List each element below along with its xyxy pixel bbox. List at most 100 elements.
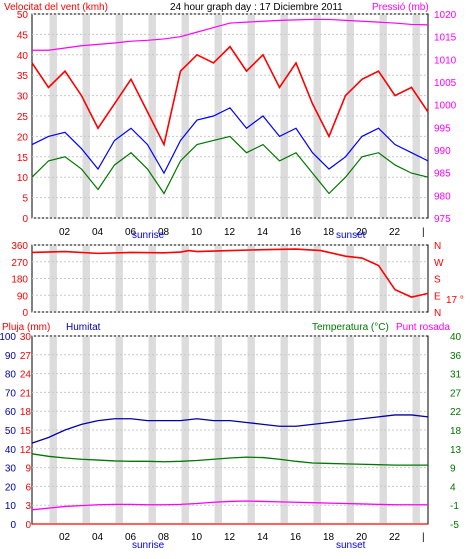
- pressure-y-tick-label: 1000: [434, 101, 457, 112]
- wind-y-tick-label: 5: [22, 194, 28, 205]
- hour-band: [247, 337, 255, 523]
- compass-label: N: [434, 308, 441, 319]
- bottom-x-tick-label: 02: [59, 532, 71, 543]
- dewpoint-series-line: [31, 500, 428, 511]
- gust-series-line: [31, 45, 429, 147]
- rain-y-tick-label: 3: [25, 501, 31, 512]
- hour-band: [346, 15, 354, 217]
- hour-band: [82, 337, 90, 523]
- temperature-axis-title: Temperatura (°C): [312, 322, 389, 333]
- bottom-x-tick-label: 06: [125, 532, 137, 543]
- top-x-tick-label: 10: [191, 227, 203, 238]
- rain-y-tick-label: 21: [20, 388, 32, 399]
- bottom-x-tick-label: 14: [257, 532, 269, 543]
- wind-y-tick-label: 25: [17, 112, 29, 123]
- compass-label: W: [434, 258, 444, 269]
- rain-axis-title: Pluja (mm): [2, 322, 50, 333]
- rain-y-tick-label: 6: [25, 482, 31, 493]
- humidity-series-line: [31, 414, 429, 444]
- humidity-y-tick-label: 90: [5, 351, 17, 362]
- pressure-series-line: [32, 18, 429, 51]
- pressure-y-tick-label: 1005: [434, 78, 457, 89]
- top-x-tick-label: 08: [158, 227, 170, 238]
- top-x-tick-label: 02: [59, 227, 71, 238]
- humidity-y-tick-label: 10: [5, 501, 17, 512]
- hour-band: [115, 15, 123, 217]
- temperature-series-line: [31, 453, 428, 466]
- temp-y-tick-label: -5: [450, 520, 459, 531]
- direction-series-line: [31, 248, 429, 298]
- avg-series-line: [31, 107, 429, 175]
- temp-y-tick-label: 22: [450, 407, 462, 418]
- top-x-tick-label: 16: [290, 227, 302, 238]
- top-x-tick-label: 18: [323, 227, 335, 238]
- dewpoint-axis-title: Punt rosada: [396, 322, 450, 333]
- bottom-x-tick-label: 20: [356, 532, 368, 543]
- pressure-y-tick-label: 1020: [434, 10, 457, 21]
- rain-y-tick-label: 0: [25, 520, 31, 531]
- temp-y-tick-label: 13: [450, 445, 462, 456]
- bottom-x-tick-label: 16: [290, 532, 302, 543]
- bottom-x-tick-label: 18: [323, 532, 335, 543]
- compass-label: N: [434, 241, 441, 252]
- bottom-x-tick-label: 22: [389, 532, 401, 543]
- sunrise-label-top: sunrise: [132, 230, 165, 241]
- rain-y-tick-label: 30: [20, 332, 32, 343]
- hour-band: [214, 337, 222, 523]
- pressure-y-tick-label: 985: [434, 169, 451, 180]
- chart-title: 24 hour graph day : 17 Diciembre 2011: [170, 2, 343, 13]
- temp-y-tick-label: 36: [450, 351, 462, 362]
- temp-y-tick-label: 18: [450, 426, 462, 437]
- wind-y-tick-label: 20: [17, 132, 29, 143]
- top-x-tick-label: |: [422, 227, 425, 238]
- direction-y-tick-label: 0: [22, 308, 28, 319]
- pressure-y-tick-label: 980: [434, 191, 451, 202]
- temp-y-tick-label: 31: [450, 370, 462, 381]
- top-x-tick-label: 20: [356, 227, 368, 238]
- temp-y-tick-label: 4: [450, 482, 456, 493]
- bottom-x-tick-label: |: [422, 532, 425, 543]
- hour-band: [346, 246, 354, 311]
- bottom-x-tick-label: 04: [92, 532, 104, 543]
- wind-y-tick-label: 0: [22, 214, 28, 225]
- temp-y-tick-label: 9: [450, 464, 456, 475]
- wind-y-tick-label: 50: [17, 10, 29, 21]
- rain-y-tick-label: 9: [25, 464, 31, 475]
- wind-y-tick-label: 15: [17, 153, 29, 164]
- hour-band: [247, 246, 255, 311]
- pressure-y-tick-label: 995: [434, 123, 451, 134]
- sunset-label-bottom: sunset: [336, 540, 366, 551]
- wind-y-tick-label: 30: [17, 92, 29, 103]
- rain-y-tick-label: 18: [20, 407, 32, 418]
- hour-band: [346, 337, 354, 523]
- current-direction-label: 17 °: [446, 295, 464, 306]
- hour-band: [379, 337, 387, 523]
- humidity-y-tick-label: 0: [10, 520, 16, 531]
- wind-y-tick-label: 10: [17, 173, 29, 184]
- wind-y-tick-label: 40: [17, 51, 29, 62]
- pressure-y-tick-label: 975: [434, 214, 451, 225]
- humidity-y-tick-label: 100: [0, 332, 16, 343]
- hour-band: [379, 15, 387, 217]
- wind-series-line: [31, 135, 429, 195]
- rain-y-tick-label: 15: [20, 426, 32, 437]
- temp-y-tick-label: -1: [450, 501, 459, 512]
- humidity-y-tick-label: 60: [5, 407, 17, 418]
- temp-y-tick-label: 27: [450, 388, 462, 399]
- hour-band: [115, 337, 123, 523]
- hour-band: [214, 15, 222, 217]
- hour-band: [379, 246, 387, 311]
- rain-y-tick-label: 27: [20, 351, 32, 362]
- hour-band: [115, 246, 123, 311]
- top-x-tick-label: 06: [125, 227, 137, 238]
- sunrise-label-bottom: sunrise: [132, 540, 165, 551]
- humidity-y-tick-label: 50: [5, 426, 17, 437]
- pressure-y-tick-label: 1010: [434, 55, 457, 66]
- compass-label: E: [434, 291, 441, 302]
- humidity-y-tick-label: 20: [5, 482, 17, 493]
- humidity-y-tick-label: 40: [5, 445, 17, 456]
- pressure-y-tick-label: 1015: [434, 33, 457, 44]
- hour-band: [82, 246, 90, 311]
